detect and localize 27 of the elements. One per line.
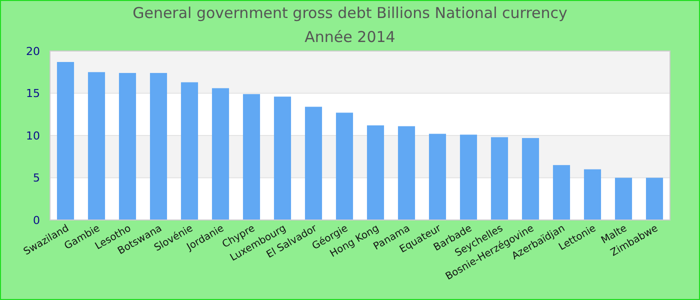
bar (398, 126, 416, 220)
y-tick-label: 20 (26, 44, 40, 58)
bar (646, 178, 664, 220)
bar (88, 72, 106, 220)
bar (274, 96, 292, 220)
bar (212, 88, 230, 220)
y-tick-label: 15 (26, 87, 40, 100)
bar (614, 178, 632, 220)
y-tick-label: 0 (33, 214, 40, 227)
bar (584, 169, 602, 220)
bar (150, 72, 168, 220)
bar (552, 165, 570, 220)
bar (118, 72, 136, 220)
y-tick-label: 10 (26, 129, 40, 142)
bar (522, 138, 540, 220)
bar (490, 137, 508, 220)
bar (336, 112, 354, 220)
bar (460, 134, 478, 220)
bar (180, 82, 198, 220)
y-tick-label: 5 (33, 172, 40, 185)
bar (242, 94, 260, 220)
chart-subtitle: Année 2014 (304, 28, 396, 46)
chart-title: General government gross debt Billions National currency (132, 4, 568, 22)
bar (56, 62, 74, 220)
bar (428, 134, 446, 220)
bar (366, 125, 384, 220)
bar (304, 106, 322, 220)
